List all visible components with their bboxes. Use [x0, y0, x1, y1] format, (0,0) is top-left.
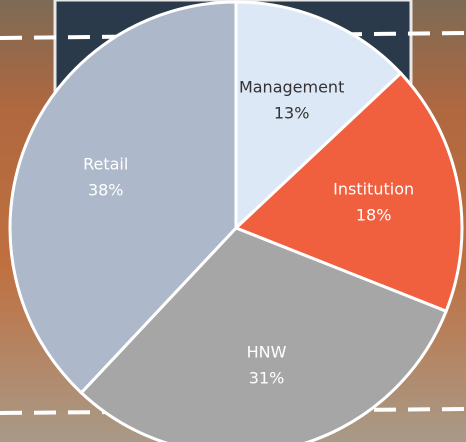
pie-slice [8, 0, 238, 395]
slice-label: Retail 38% [83, 154, 128, 199]
slice-label: Management 13% [239, 77, 344, 122]
pie-slice [79, 226, 449, 442]
slice-value: 31% [249, 368, 285, 387]
slice-name: Institution [333, 179, 414, 198]
slice-label: HNW 31% [247, 342, 287, 387]
pie-slice [233, 71, 464, 314]
dashed-line [0, 31, 466, 40]
slice-name: Retail [83, 154, 128, 173]
slice-label: Institution 18% [333, 179, 414, 224]
pie: Management 13% Institution 18% HNW 31% Retail 3… [8, 0, 464, 442]
slice-value: 38% [88, 180, 124, 199]
dashed-line [0, 407, 466, 415]
slice-value: 18% [356, 205, 392, 224]
slice-value: 13% [274, 103, 310, 122]
pie-slice [234, 0, 403, 232]
slice-name: Management [239, 77, 344, 96]
slice-name: HNW [247, 342, 287, 361]
